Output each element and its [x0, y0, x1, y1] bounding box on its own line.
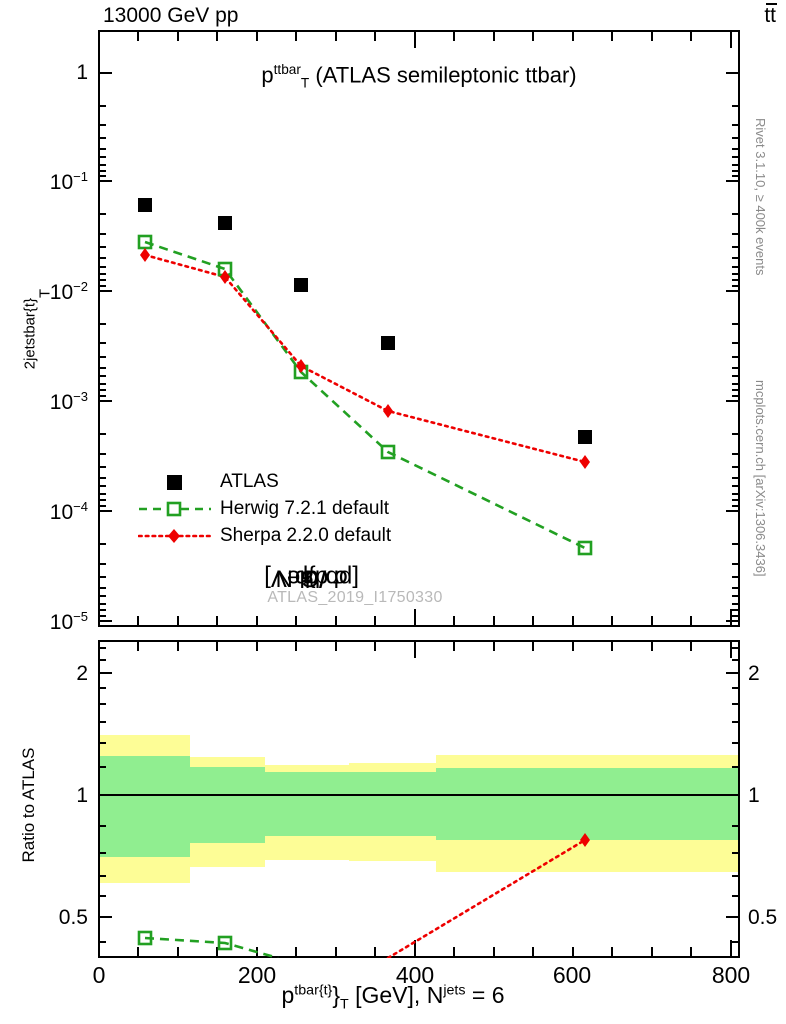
overline-bar [765, 3, 778, 6]
xtick-label-600: 600 [542, 962, 602, 989]
ytick-label-1e0: 1 [0, 61, 88, 85]
xtick-text: 400 [395, 962, 435, 988]
xlab-brace: } [332, 982, 340, 1008]
header-collision-energy: 13000 GeV pp [103, 4, 239, 27]
ratio-ytick-text: 2 [748, 662, 760, 685]
series-markers-sherpa [140, 248, 590, 469]
title-sup: ttbar [273, 62, 301, 77]
series-markers-atlas [138, 198, 592, 444]
ratio-ytick-2-left: 2 [0, 662, 88, 686]
series-line-sherpa [143, 253, 587, 464]
ylab-sup2: 2 [22, 360, 39, 370]
legend-key-herwig [138, 498, 212, 520]
plot-title: pttbarT (ATLAS semileptonic ttbar) [98, 62, 740, 91]
legend-label-sherpa: Sherpa 2.2.0 default [220, 524, 392, 546]
green-band [100, 756, 738, 857]
ratio-ytick-1-left: 1 [0, 784, 88, 808]
ratio-ytick-text: 0.5 [58, 906, 88, 929]
mcplots-caption: mcplots.cern.ch [arXiv:1306.3436] [753, 380, 768, 577]
xtick-text: 800 [711, 962, 751, 988]
xtick-label-400: 400 [385, 962, 445, 989]
xlab-sup2: jets [443, 982, 466, 999]
ytick-label-1e-1: 10−1 [49, 169, 88, 194]
ytick-text: 1 [76, 61, 88, 84]
xtick-label-0: 0 [69, 962, 129, 989]
xlab-tail: = 6 [471, 982, 505, 1008]
main-plot-frame [98, 30, 740, 627]
main-x-ticks [98, 30, 732, 627]
ratio-ytick-text: 0.5 [748, 906, 778, 929]
header-process-label: tt [764, 3, 778, 28]
ratio-ytick-05-right: 0.5 [748, 906, 777, 930]
legend-key-sherpa [137, 525, 213, 547]
legend-item-herwig: Herwig 7.2.1 default [138, 495, 391, 522]
main-y-ticks [98, 72, 740, 622]
rivet-version-caption: Rivet 3.1.10, ≥ 400k events [753, 118, 768, 276]
legend: ATLAS Herwig 7.2.1 default Sherpa 2.2.0 … [137, 468, 392, 549]
ratio-plot-frame [98, 640, 740, 958]
xtick-label-200: 200 [227, 962, 287, 989]
ytick-label-1e-3: 10−3 [49, 389, 88, 414]
header-process-t2: t [770, 4, 776, 27]
xtick-text: 200 [237, 962, 277, 988]
x-axis-label: ptbar{t}}T [GeV], Njets = 6 [0, 982, 786, 1013]
ytick-label-1e-2: 10−2 [49, 279, 88, 304]
ratio-markers-sherpa [580, 833, 590, 847]
legend-item-sherpa: Sherpa 2.2.0 default [137, 522, 392, 549]
ytick-label-1e-4: 10−4 [49, 499, 88, 524]
xlab-sup: tbar{t} [294, 982, 333, 999]
ratio-line-herwig [144, 936, 279, 958]
title-rest: (ATLAS semileptonic ttbar) [315, 62, 577, 88]
title-sub: T [300, 75, 310, 91]
ratio-plot-canvas [98, 640, 740, 958]
legend-key-atlas [138, 471, 212, 493]
ratio-y-ticks [98, 647, 740, 943]
ratio-x-ticks [98, 640, 732, 958]
ytick-label-1e-5: 10−5 [49, 609, 88, 634]
title-p: p [261, 62, 274, 88]
xtick-text: 0 [92, 962, 106, 988]
ratio-ytick-2-right: 2 [748, 662, 760, 686]
ratio-ytick-text: 2 [76, 662, 88, 685]
legend-label-atlas: ATLAS [220, 470, 279, 492]
xlab-sub: T [340, 996, 349, 1013]
ylab-jets: jets [22, 337, 39, 361]
analysis-id-watermark: ATLAS_2019_I1750330 [267, 589, 443, 606]
legend-item-atlas: ATLAS [138, 468, 391, 495]
ratio-markers-herwig [137, 930, 233, 951]
ratio-ytick-text: 1 [748, 784, 760, 807]
ratio-ytick-05-left: 0.5 [0, 906, 88, 930]
xlab-mid: [GeV], N [355, 982, 444, 1008]
ratio-ytick-text: 1 [76, 784, 88, 807]
header-process-t1: t [764, 4, 771, 27]
ratio-ytick-1-right: 1 [748, 784, 760, 808]
ratio-line-sherpa [386, 838, 587, 958]
xtick-text: 600 [552, 962, 592, 988]
legend-label-herwig: Herwig 7.2.1 default [220, 497, 389, 519]
main-plot-canvas [98, 30, 740, 627]
xtick-label-800: 800 [701, 962, 761, 989]
xlab-p: p [281, 982, 295, 1008]
